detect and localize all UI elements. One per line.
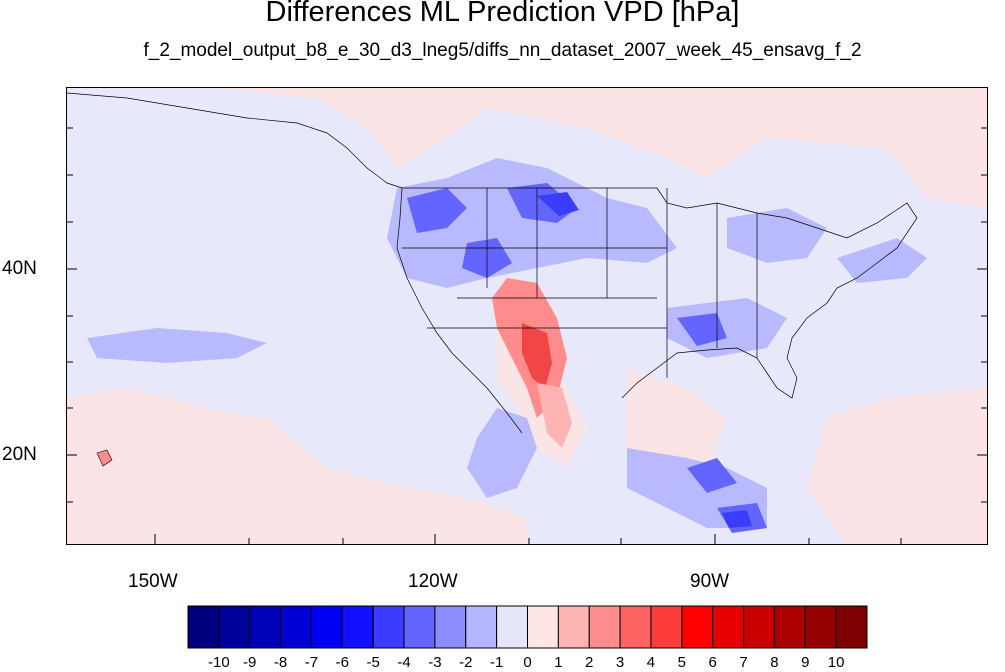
colorbar-box (527, 605, 559, 649)
colorbar-tick-label: 7 (739, 654, 748, 671)
colorbar-box (835, 605, 868, 649)
colorbar-tick-label: 3 (615, 654, 625, 671)
colorbar (187, 605, 868, 649)
colorbar-box (496, 605, 528, 649)
colorbar-tick-label: -6 (335, 654, 349, 671)
colorbar-tick-label: 0 (523, 654, 532, 671)
colorbar-box (465, 605, 498, 649)
colorbar-tick-label: -10 (208, 654, 230, 671)
colorbar-tick-label: 1 (554, 654, 563, 671)
map-plot-area (66, 87, 988, 545)
lat-label-40n: 40N (2, 258, 37, 279)
colorbar-box (434, 605, 467, 649)
lat-label-20n: 20N (2, 444, 37, 465)
colorbar-tick-label: -5 (366, 654, 380, 671)
colorbar-box (187, 605, 220, 649)
colorbar-tick-label: -1 (489, 654, 504, 671)
positive-strong-region (492, 278, 572, 448)
colorbar-box (712, 605, 745, 649)
colorbar-box (804, 605, 837, 649)
coastlines-and-borders (67, 92, 918, 434)
colorbar-box (743, 605, 775, 649)
frame-tick-marks (67, 127, 987, 544)
colorbar-tick-label: 5 (677, 654, 686, 671)
colorbar-tick-label: -3 (428, 654, 442, 671)
lon-label-90w: 90W (690, 571, 730, 592)
map-title: Differences ML Prediction VPD [hPa] (265, 0, 740, 28)
colorbar-box (249, 605, 282, 649)
colorbar-box (773, 605, 806, 649)
colorbar-tick-label: 6 (708, 654, 717, 671)
colorbar-box (341, 605, 374, 649)
colorbar-box (372, 605, 405, 649)
colorbar-box (310, 605, 343, 649)
colorbar-box (403, 605, 436, 649)
colorbar-box (557, 605, 590, 649)
colorbar-tick-label: 10 (827, 654, 845, 671)
colorbar-box (650, 605, 683, 649)
negative-darkest-regions (537, 192, 752, 528)
colorbar-tick-label: -2 (459, 654, 473, 671)
colorbar-box (681, 605, 714, 649)
colorbar-box (588, 605, 621, 649)
hawaii-islands (96, 449, 113, 467)
colorbar-tick-label: 4 (646, 654, 656, 671)
colorbar-box (619, 605, 652, 649)
colorbar-box (280, 605, 312, 649)
colorbar-tick-label: 9 (801, 654, 810, 671)
colorbar-box (218, 605, 251, 649)
colorbar-tick-label: -8 (273, 654, 288, 671)
map-subtitle: f_2_model_output_b8_e_30_d3_lneg5/diffs_… (143, 40, 862, 61)
colorbar-tick-label: 8 (770, 654, 779, 671)
lon-label-120w: 120W (408, 571, 458, 592)
colorbar-tick-label: -4 (397, 654, 411, 671)
vpd-difference-field (67, 88, 987, 544)
lon-label-150w: 150W (128, 571, 178, 592)
colorbar-tick-label: 2 (585, 654, 594, 671)
colorbar-tick-label: -9 (243, 654, 257, 671)
colorbar-tick-label: -7 (304, 654, 319, 671)
